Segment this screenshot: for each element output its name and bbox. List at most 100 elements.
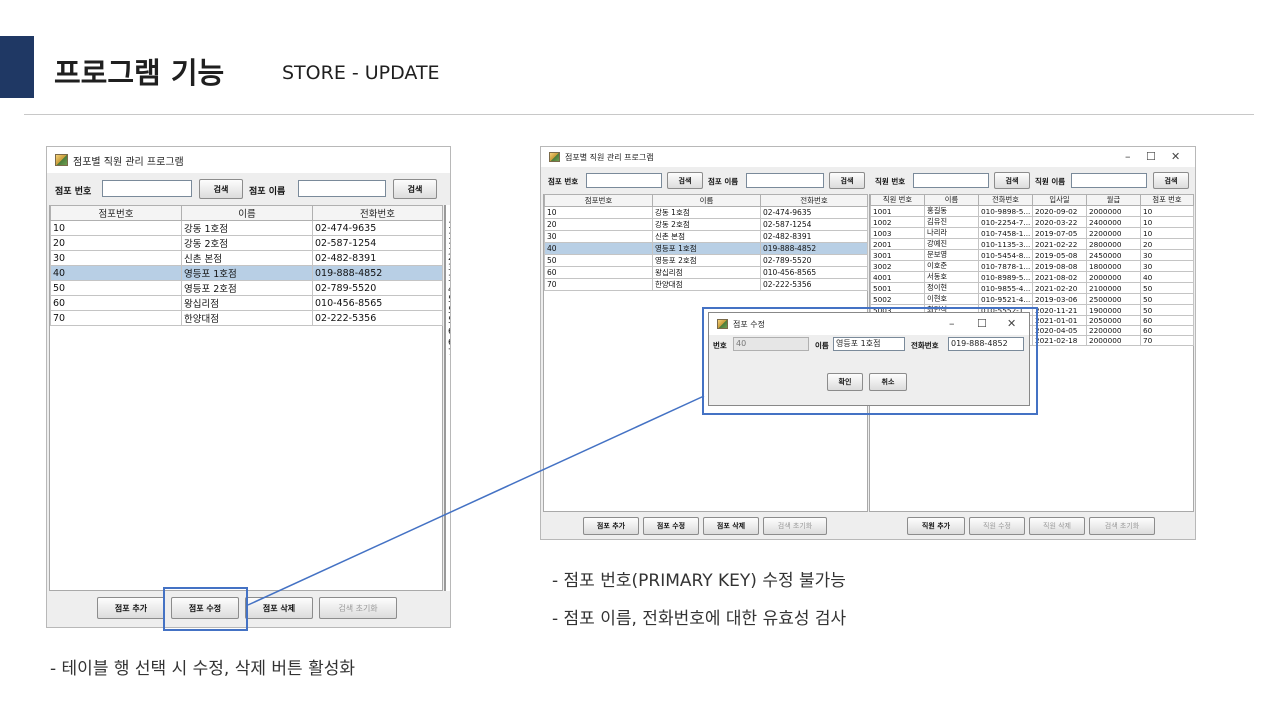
store-edit-button[interactable]: 점포 수정 xyxy=(643,517,699,535)
table-cell: 3002 xyxy=(870,260,925,272)
table-cell: 영등포 2호점 xyxy=(181,280,313,296)
column-header[interactable]: 전화번호 xyxy=(978,194,1033,206)
table-cell: 나리라 xyxy=(924,227,979,239)
side-cell: 1 xyxy=(448,221,450,232)
table-row[interactable]: 20 강동 2호점 02-587-1254 xyxy=(50,235,443,251)
table-row[interactable]: 1003 나리라 010-7458-1... 2019-07-05 2200000 10 xyxy=(870,227,1194,239)
maximize-icon[interactable]: ☐ xyxy=(977,317,987,330)
table-row[interactable]: 1001 홍길동 010-9898-5... 2020-09-02 2000000 10 xyxy=(870,205,1194,217)
table-row[interactable]: 2001 강예진 010-1135-3... 2021-02-22 2800000 20 xyxy=(870,238,1194,250)
column-header[interactable]: 전화번호 xyxy=(760,194,868,207)
table-row[interactable]: 10 강동 1호점 02-474-9635 xyxy=(544,206,868,219)
column-header[interactable]: 점포번호 xyxy=(50,205,182,221)
table-cell: 2020-04-05 xyxy=(1032,325,1087,336)
left-caption: - 테이블 행 선택 시 수정, 삭제 버튼 활성화 xyxy=(50,659,356,679)
table-row[interactable]: 3002 이호준 010-7878-1... 2019-08-08 1800000 30 xyxy=(870,260,1194,272)
table-cell: 5001 xyxy=(870,282,925,294)
table-row[interactable]: 20 강동 2호점 02-587-1254 xyxy=(544,218,868,231)
window-title: 점포별 직원 관리 프로그램 xyxy=(73,156,184,168)
column-header[interactable]: 이름 xyxy=(181,205,313,221)
emp-no-search-button[interactable]: 검색 xyxy=(994,172,1030,189)
table-cell: 2021-02-18 xyxy=(1032,335,1087,346)
column-header[interactable]: 이름 xyxy=(924,194,979,206)
store-no-search-button[interactable]: 검색 xyxy=(667,172,703,189)
store-name-search-button[interactable]: 검색 xyxy=(829,172,865,189)
minimize-icon[interactable]: – xyxy=(1125,150,1131,163)
table-cell: 한양대점 xyxy=(181,310,313,326)
table-row[interactable]: 70 한양대점 02-222-5356 xyxy=(50,310,443,326)
table-cell: 02-482-8391 xyxy=(312,250,443,266)
table-cell: 30 xyxy=(50,250,182,266)
table-row[interactable]: 60 왕십리점 010-456-8565 xyxy=(50,295,443,311)
column-header[interactable]: 월급 xyxy=(1086,194,1141,206)
column-header[interactable]: 전화번호 xyxy=(312,205,443,221)
phone-field[interactable]: 019-888-4852 xyxy=(948,337,1024,351)
table-row[interactable]: 30 신촌 본점 02-482-8391 xyxy=(50,250,443,266)
cancel-button[interactable]: 취소 xyxy=(869,373,907,391)
table-cell: 010-9855-4... xyxy=(978,282,1033,294)
store-no-search-button[interactable]: 검색 xyxy=(199,179,243,199)
table-row[interactable]: 1002 김유진 010-2254-7... 2020-03-22 2400000 10 xyxy=(870,216,1194,228)
table-row[interactable]: 70 한양대점 02-222-5356 xyxy=(544,278,868,291)
employee-delete-button[interactable]: 직원 삭제 xyxy=(1029,517,1085,535)
column-header[interactable]: 입사일 xyxy=(1032,194,1087,206)
table-cell: 2020-09-02 xyxy=(1032,205,1087,217)
store-no-input[interactable] xyxy=(102,180,192,197)
table-cell: 02-222-5356 xyxy=(760,278,868,291)
store-name-field[interactable]: 영등포 1호점 xyxy=(833,337,905,351)
table-row[interactable]: 50 영등포 2호점 02-789-5520 xyxy=(50,280,443,296)
store-name-input[interactable] xyxy=(298,180,386,197)
table-cell: 10 xyxy=(50,220,182,236)
table-cell: 2100000 xyxy=(1086,282,1141,294)
store-delete-button[interactable]: 점포 삭제 xyxy=(703,517,759,535)
close-icon[interactable]: ✕ xyxy=(1007,317,1017,330)
table-row[interactable]: 40 영등포 1호점 019-888-4852 xyxy=(50,265,443,281)
employee-table-partial: 1112334555667 xyxy=(444,205,450,591)
employee-search-reset-button[interactable]: 검색 초기화 xyxy=(1089,517,1155,535)
table-cell: 2800000 xyxy=(1086,238,1141,250)
emp-name-input[interactable] xyxy=(1071,173,1147,188)
close-icon[interactable]: ✕ xyxy=(1171,150,1181,163)
store-add-button[interactable]: 점포 추가 xyxy=(97,597,165,619)
table-cell: 20 xyxy=(544,218,653,231)
table-row[interactable]: 10 강동 1호점 02-474-9635 xyxy=(50,220,443,236)
store-search-reset-button[interactable]: 검색 초기화 xyxy=(763,517,827,535)
table-cell: 2000000 xyxy=(1086,335,1141,346)
column-header[interactable]: 이름 xyxy=(652,194,761,207)
store-name-input[interactable] xyxy=(746,173,824,188)
right-app-window: 점포별 직원 관리 프로그램 – ☐ ✕ 점포 번호 검색 점포 이름 검색 직… xyxy=(540,146,1196,540)
store-name-search-button[interactable]: 검색 xyxy=(393,179,437,199)
table-row[interactable]: 5001 정이현 010-9855-4... 2021-02-20 2100000 50 xyxy=(870,282,1194,294)
table-row[interactable]: 40 영등포 1호점 019-888-4852 xyxy=(544,242,868,255)
table-row[interactable]: 5002 이현호 010-9521-4... 2019-03-06 2500000 50 xyxy=(870,293,1194,305)
table-row[interactable]: 50 영등포 2호점 02-789-5520 xyxy=(544,254,868,267)
maximize-icon[interactable]: ☐ xyxy=(1146,150,1156,163)
employee-add-button[interactable]: 직원 추가 xyxy=(907,517,965,535)
store-edit-button[interactable]: 점포 수정 xyxy=(171,597,239,619)
emp-no-input[interactable] xyxy=(913,173,989,188)
column-header[interactable]: 점포 번호 xyxy=(1140,194,1194,206)
table-cell: 019-888-4852 xyxy=(312,265,443,281)
search-reset-button[interactable]: 검색 초기화 xyxy=(319,597,397,619)
table-cell: 2020-03-22 xyxy=(1032,216,1087,228)
table-cell: 30 xyxy=(544,230,653,243)
table-row[interactable]: 60 왕십리점 010-456-8565 xyxy=(544,266,868,279)
table-cell: 20 xyxy=(1140,238,1194,250)
employee-edit-button[interactable]: 직원 수정 xyxy=(969,517,1025,535)
table-row[interactable]: 4001 서동호 010-8989-5... 2021-08-02 2000000 40 xyxy=(870,271,1194,283)
store-add-button[interactable]: 점포 추가 xyxy=(583,517,639,535)
table-row[interactable]: 30 신촌 본점 02-482-8391 xyxy=(544,230,868,243)
table-cell: 10 xyxy=(1140,216,1194,228)
emp-name-search-button[interactable]: 검색 xyxy=(1153,172,1189,189)
table-cell: 60 xyxy=(50,295,182,311)
store-delete-button[interactable]: 점포 삭제 xyxy=(245,597,313,619)
confirm-button[interactable]: 확인 xyxy=(827,373,863,391)
table-cell: 010-456-8565 xyxy=(760,266,868,279)
table-cell: 02-474-9635 xyxy=(760,206,868,219)
table-row[interactable]: 3001 문보영 010-5454-8... 2019-05-08 2450000 30 xyxy=(870,249,1194,261)
table-cell: 010-7878-1... xyxy=(978,260,1033,272)
minimize-icon[interactable]: – xyxy=(949,317,955,330)
column-header[interactable]: 직원 번호 xyxy=(870,194,925,206)
store-no-input[interactable] xyxy=(586,173,662,188)
column-header[interactable]: 점포번호 xyxy=(544,194,653,207)
